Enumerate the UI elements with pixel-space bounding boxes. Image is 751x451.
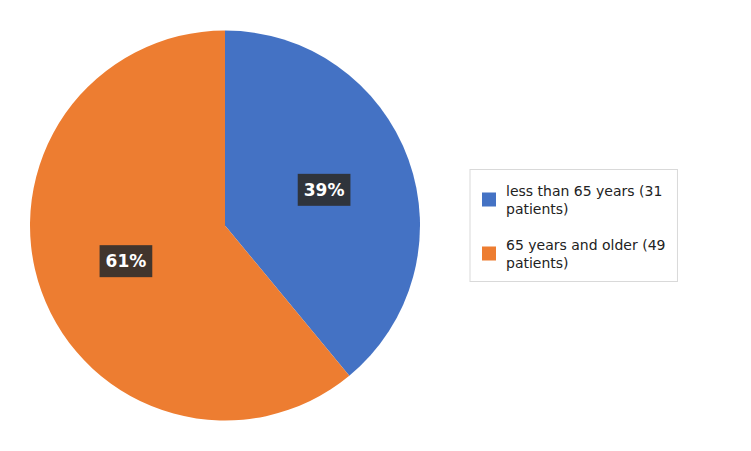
legend-label: less than 65 years (31 patients): [506, 183, 662, 217]
legend-frame: [470, 170, 677, 282]
chart: 39%61%less than 65 years (31patients)65 …: [0, 0, 751, 451]
legend-label: 65 years and older (49 patients): [506, 237, 665, 271]
legend-label-line: patients): [506, 201, 569, 217]
legend-item: less than 65 years (31 patients): [482, 183, 662, 217]
legend-swatch: [482, 247, 496, 261]
data-label: 61%: [106, 251, 147, 271]
data-label: 39%: [304, 180, 345, 200]
legend-label-line: less than 65 years (31: [506, 183, 662, 199]
legend-item: 65 years and older (49 patients): [482, 237, 665, 271]
data-label-bg: [100, 245, 153, 277]
pie-slice: [30, 31, 349, 421]
legend-swatch: [482, 193, 496, 207]
legend-items: less than 65 years (31patients)65 years …: [482, 183, 665, 271]
pie: [30, 31, 420, 421]
data-label-bg: [298, 174, 351, 206]
legend-label-line: 65 years and older (49: [506, 237, 665, 253]
legend-label-line: patients): [506, 255, 569, 271]
data-labels: 39% 61%: [100, 174, 351, 277]
data-label-group: 61%: [100, 245, 153, 277]
data-label-group: 39%: [298, 174, 351, 206]
legend: less than 65 years (31patients)65 years …: [470, 170, 677, 282]
